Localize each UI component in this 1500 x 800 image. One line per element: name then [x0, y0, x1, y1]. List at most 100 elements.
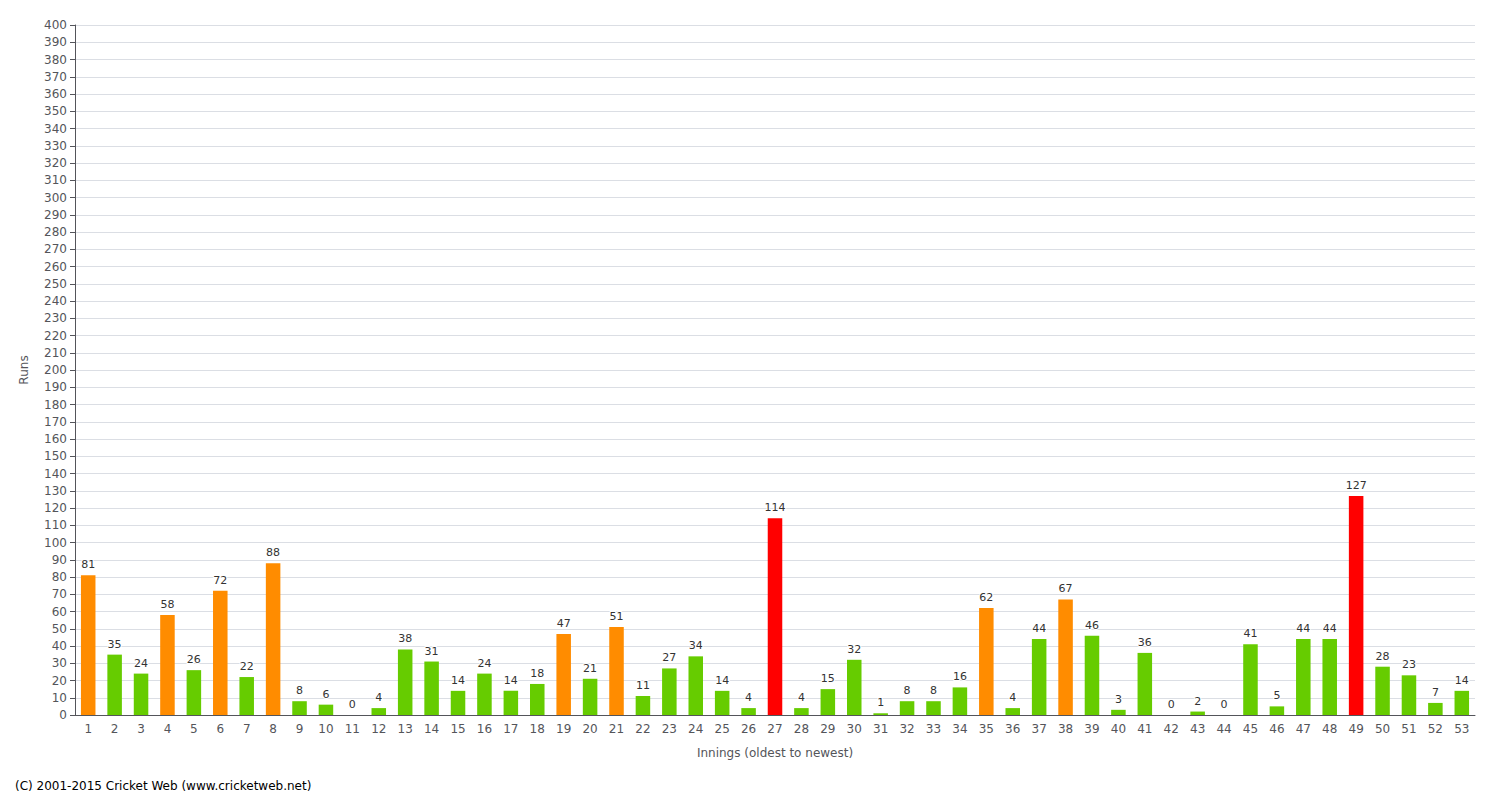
- svg-text:20: 20: [582, 722, 597, 736]
- svg-text:37: 37: [1032, 722, 1047, 736]
- svg-text:390: 390: [44, 35, 67, 49]
- svg-text:53: 53: [1454, 722, 1469, 736]
- svg-text:1: 1: [84, 722, 92, 736]
- svg-text:110: 110: [44, 518, 67, 532]
- svg-text:43: 43: [1190, 722, 1205, 736]
- svg-text:39: 39: [1084, 722, 1099, 736]
- svg-text:5: 5: [190, 722, 198, 736]
- svg-text:31: 31: [873, 722, 888, 736]
- svg-text:4: 4: [798, 691, 805, 704]
- svg-text:3: 3: [1115, 693, 1122, 706]
- svg-text:2: 2: [111, 722, 119, 736]
- svg-text:21: 21: [609, 722, 624, 736]
- svg-text:11: 11: [345, 722, 360, 736]
- svg-text:16: 16: [477, 722, 492, 736]
- svg-text:24: 24: [134, 657, 148, 670]
- svg-text:44: 44: [1032, 622, 1046, 635]
- svg-text:40: 40: [1111, 722, 1126, 736]
- svg-text:10: 10: [318, 722, 333, 736]
- svg-text:250: 250: [44, 277, 67, 291]
- svg-text:42: 42: [1164, 722, 1179, 736]
- svg-text:24: 24: [477, 657, 491, 670]
- svg-text:14: 14: [451, 674, 465, 687]
- svg-text:5: 5: [1273, 689, 1280, 702]
- svg-text:4: 4: [164, 722, 172, 736]
- svg-text:360: 360: [44, 87, 67, 101]
- svg-text:6: 6: [322, 688, 329, 701]
- svg-text:120: 120: [44, 501, 67, 515]
- svg-text:14: 14: [1455, 674, 1469, 687]
- svg-text:0: 0: [1168, 698, 1175, 711]
- svg-text:220: 220: [44, 329, 67, 343]
- svg-text:81: 81: [81, 558, 95, 571]
- svg-text:23: 23: [1402, 658, 1416, 671]
- svg-text:230: 230: [44, 311, 67, 325]
- svg-text:12: 12: [371, 722, 386, 736]
- svg-text:1: 1: [877, 696, 884, 709]
- svg-text:45: 45: [1243, 722, 1258, 736]
- svg-text:9: 9: [296, 722, 304, 736]
- svg-text:380: 380: [44, 53, 67, 67]
- svg-text:19: 19: [556, 722, 571, 736]
- svg-text:34: 34: [689, 639, 703, 652]
- svg-text:8: 8: [930, 684, 937, 697]
- svg-text:50: 50: [1375, 722, 1390, 736]
- svg-text:44: 44: [1216, 722, 1231, 736]
- svg-text:24: 24: [688, 722, 703, 736]
- svg-text:36: 36: [1138, 636, 1152, 649]
- svg-text:30: 30: [52, 656, 67, 670]
- svg-text:88: 88: [266, 546, 280, 559]
- svg-text:46: 46: [1269, 722, 1284, 736]
- svg-text:26: 26: [187, 653, 201, 666]
- svg-text:4: 4: [1009, 691, 1016, 704]
- svg-text:58: 58: [160, 598, 174, 611]
- svg-text:7: 7: [1432, 686, 1439, 699]
- svg-text:33: 33: [926, 722, 941, 736]
- svg-text:44: 44: [1296, 622, 1310, 635]
- svg-text:400: 400: [44, 18, 67, 32]
- svg-text:4: 4: [745, 691, 752, 704]
- svg-text:130: 130: [44, 484, 67, 498]
- svg-text:280: 280: [44, 225, 67, 239]
- svg-text:17: 17: [503, 722, 518, 736]
- svg-text:350: 350: [44, 104, 67, 118]
- svg-text:67: 67: [1059, 582, 1073, 595]
- svg-text:80: 80: [52, 570, 67, 584]
- svg-text:0: 0: [59, 708, 67, 722]
- svg-text:36: 36: [1005, 722, 1020, 736]
- svg-text:52: 52: [1428, 722, 1443, 736]
- svg-text:160: 160: [44, 432, 67, 446]
- svg-text:127: 127: [1346, 479, 1367, 492]
- svg-text:28: 28: [794, 722, 809, 736]
- svg-text:3: 3: [137, 722, 145, 736]
- svg-text:31: 31: [425, 645, 439, 658]
- svg-text:44: 44: [1323, 622, 1337, 635]
- svg-text:27: 27: [662, 651, 676, 664]
- svg-text:27: 27: [767, 722, 782, 736]
- svg-text:70: 70: [52, 587, 67, 601]
- svg-text:38: 38: [398, 632, 412, 645]
- svg-text:35: 35: [979, 722, 994, 736]
- svg-text:8: 8: [296, 684, 303, 697]
- svg-text:51: 51: [610, 610, 624, 623]
- svg-text:11: 11: [636, 679, 650, 692]
- svg-text:10: 10: [52, 691, 67, 705]
- svg-text:2: 2: [1194, 695, 1201, 708]
- svg-text:300: 300: [44, 191, 67, 205]
- svg-text:48: 48: [1322, 722, 1337, 736]
- svg-text:(C) 2001-2015 Cricket Web (www: (C) 2001-2015 Cricket Web (www.cricketwe…: [15, 779, 311, 793]
- svg-text:49: 49: [1348, 722, 1363, 736]
- svg-text:340: 340: [44, 122, 67, 136]
- svg-text:Runs: Runs: [17, 355, 31, 384]
- svg-text:8: 8: [269, 722, 277, 736]
- svg-text:290: 290: [44, 208, 67, 222]
- svg-text:23: 23: [662, 722, 677, 736]
- svg-text:270: 270: [44, 242, 67, 256]
- svg-text:7: 7: [243, 722, 251, 736]
- svg-text:60: 60: [52, 605, 67, 619]
- svg-text:320: 320: [44, 156, 67, 170]
- svg-text:18: 18: [530, 722, 545, 736]
- svg-text:190: 190: [44, 380, 67, 394]
- svg-text:47: 47: [557, 617, 571, 630]
- svg-text:30: 30: [847, 722, 862, 736]
